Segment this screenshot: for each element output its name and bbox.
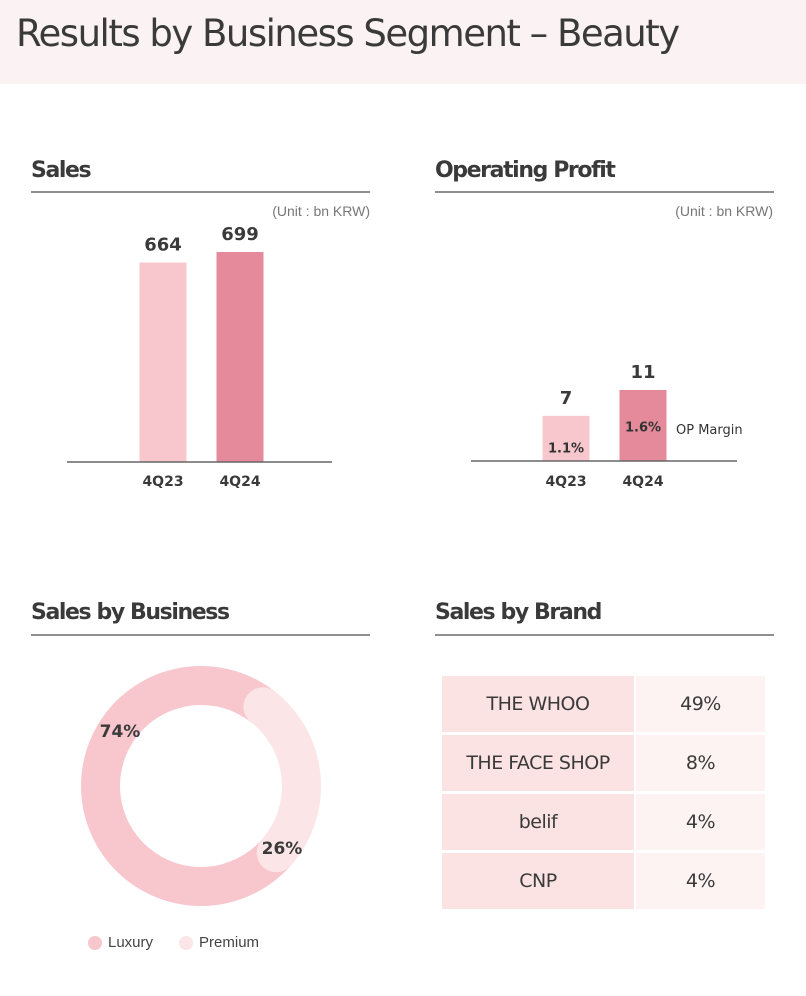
table-row: CNP 4% (442, 853, 765, 909)
sales-bar-value-label: 664 (144, 235, 182, 256)
sales-unit-label: (Unit : bn KRW) (272, 203, 370, 219)
donut-premium-cap (256, 833, 296, 873)
brand-share-cell: 4% (636, 794, 765, 850)
op-bar-value-label: 7 (560, 388, 573, 409)
business-section-rule (31, 634, 370, 636)
page-title: Results by Business Segment – Beauty (16, 12, 680, 55)
brand-share-cell: 8% (636, 735, 765, 791)
sales-section-rule (31, 191, 370, 193)
op-x-tick-label: 4Q23 (545, 474, 586, 490)
brand-section-rule (435, 634, 774, 636)
brand-name-cell: THE FACE SHOP (442, 735, 634, 791)
sales-bar (216, 252, 264, 462)
brand-name-cell: CNP (442, 853, 634, 909)
donut-label-premium: 26% (262, 839, 303, 859)
op-unit-label: (Unit : bn KRW) (675, 203, 773, 219)
brand-share-cell: 49% (636, 676, 765, 732)
table-row: THE WHOO 49% (442, 676, 765, 732)
brand-name-cell: belif (442, 794, 634, 850)
donut-slice-premium (250, 691, 322, 866)
sales-section-title: Sales (31, 158, 92, 183)
donut-label-luxury: 74% (100, 722, 141, 742)
legend-swatch-luxury (88, 935, 102, 950)
donut-premium-cap (243, 687, 283, 727)
donut-slice-luxury (81, 666, 291, 906)
table-row: THE FACE SHOP 8% (442, 735, 765, 791)
op-section-rule (435, 191, 774, 193)
legend-item-luxury: Luxury (88, 934, 153, 951)
brand-share-cell: 4% (636, 853, 765, 909)
op-margin-label: 1.1% (548, 441, 584, 456)
brand-name-cell: THE WHOO (442, 676, 634, 732)
legend-label-luxury: Luxury (108, 934, 154, 951)
sales-bar-value-label: 699 (221, 224, 259, 245)
op-margin-label: 1.6% (625, 421, 661, 436)
op-margin-side-label: OP Margin (676, 423, 743, 438)
op-bar-value-label: 11 (630, 362, 655, 383)
sales-x-tick-label: 4Q24 (219, 474, 260, 490)
legend-swatch-premium (179, 935, 194, 950)
brand-section-title: Sales by Brand (435, 600, 602, 625)
title-bar: Results by Business Segment – Beauty (0, 0, 806, 84)
brand-share-table: THE WHOO 49% THE FACE SHOP 8% belif 4% C… (440, 673, 767, 912)
table-row: belif 4% (442, 794, 765, 850)
op-x-tick-label: 4Q24 (622, 474, 663, 490)
legend-item-premium: Premium (179, 934, 259, 951)
op-bar (619, 390, 667, 461)
sales-bar (139, 262, 187, 462)
legend-label-premium: Premium (199, 934, 260, 951)
donut-legend: Luxury Premium (88, 934, 259, 951)
op-section-title: Operating Profit (435, 158, 616, 183)
sales-x-tick-label: 4Q23 (142, 474, 183, 490)
business-section-title: Sales by Business (31, 600, 230, 625)
op-bar (542, 415, 590, 461)
